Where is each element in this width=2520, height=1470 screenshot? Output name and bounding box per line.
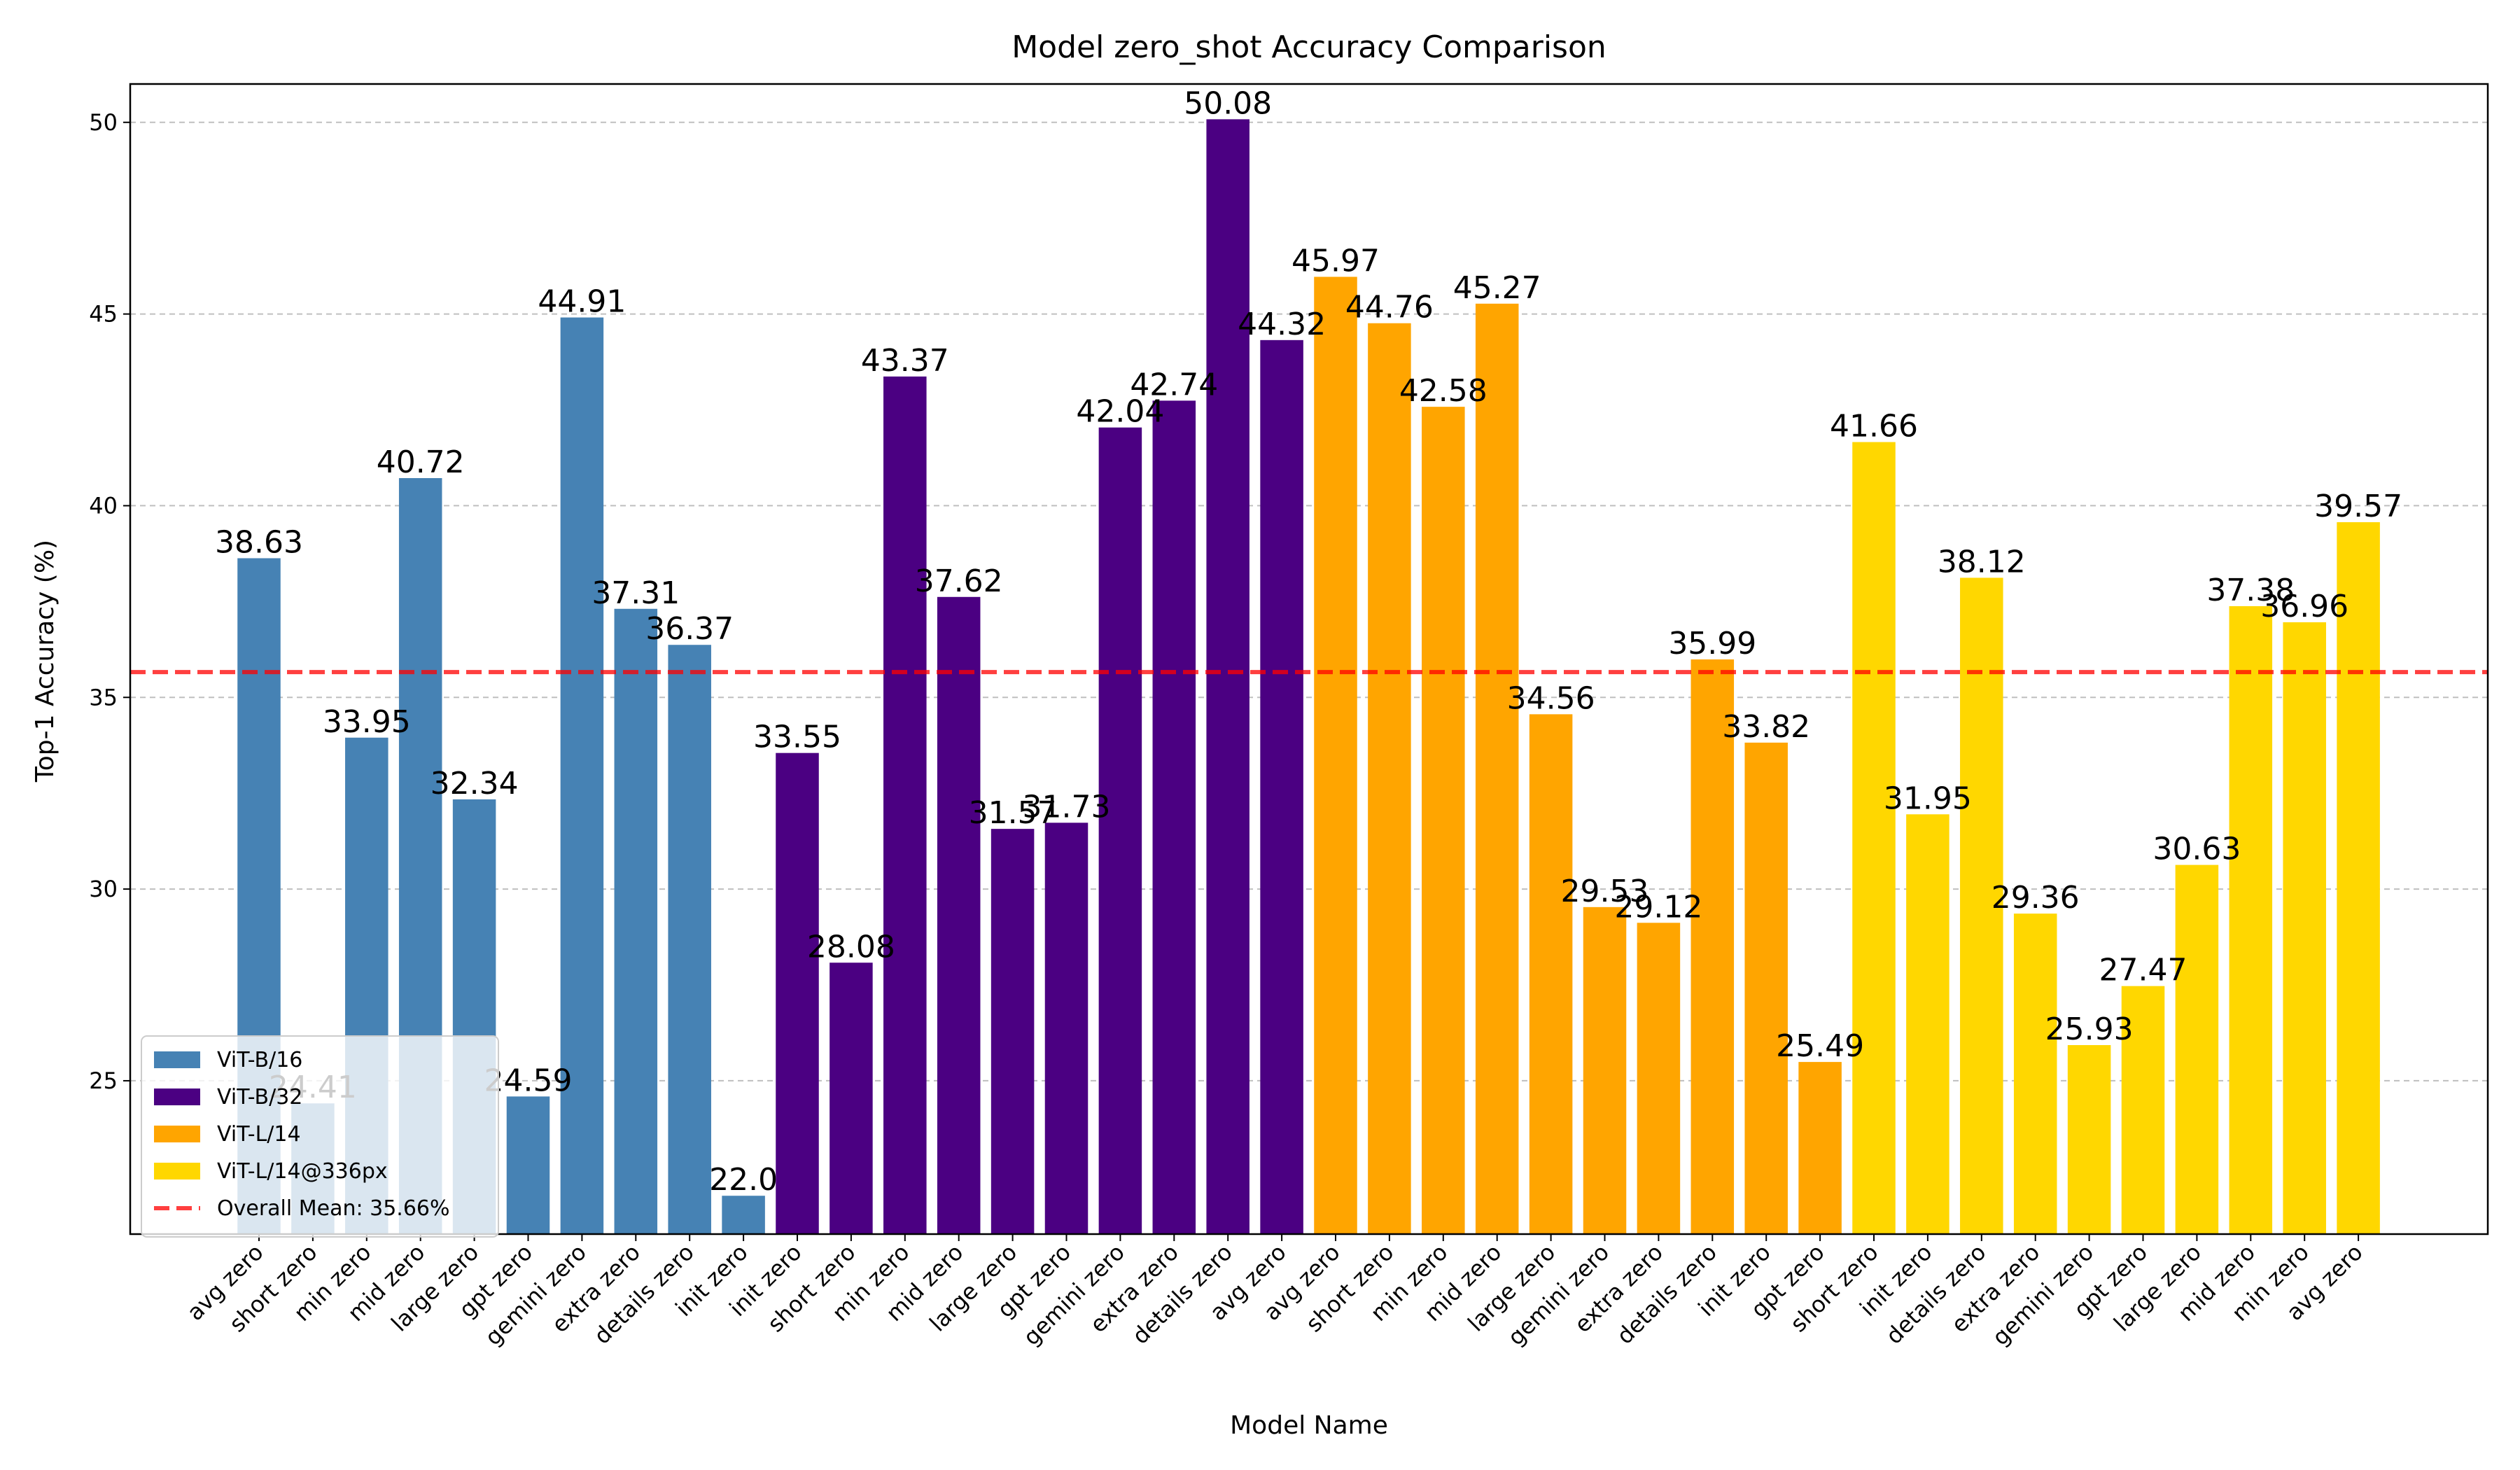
bar <box>1529 714 1573 1234</box>
bar <box>2283 622 2326 1234</box>
value-label: 37.62 <box>915 564 1003 599</box>
value-label: 27.47 <box>2099 953 2188 988</box>
bar <box>1044 822 1088 1234</box>
value-label: 50.08 <box>1184 85 1272 121</box>
bar <box>2337 522 2380 1234</box>
bar <box>560 317 604 1234</box>
chart-title: Model zero_shot Accuracy Comparison <box>1011 29 1606 65</box>
legend-label: ViT-B/32 <box>217 1085 302 1110</box>
value-label: 38.63 <box>215 524 303 560</box>
y-axis-label: Top-1 Accuracy (%) <box>31 540 59 783</box>
bar <box>2013 913 2057 1234</box>
legend-swatch <box>154 1126 200 1142</box>
bar <box>1475 303 1519 1234</box>
bar <box>1960 578 2003 1234</box>
bar <box>1798 1062 1842 1234</box>
value-label: 25.49 <box>1776 1028 1864 1064</box>
legend-label: ViT-L/14 <box>217 1122 301 1147</box>
legend-swatch <box>154 1051 200 1068</box>
bar <box>1583 906 1627 1234</box>
value-label: 36.37 <box>645 611 734 647</box>
bar <box>1906 814 1949 1234</box>
value-label: 45.97 <box>1292 243 1380 279</box>
value-label: 37.31 <box>592 575 680 611</box>
bar <box>883 376 927 1235</box>
value-label: 42.74 <box>1130 367 1218 402</box>
value-label: 31.57 <box>969 795 1057 831</box>
legend-label: Overall Mean: 35.66% <box>217 1196 450 1221</box>
y-tick-label: 50 <box>89 109 118 136</box>
bar <box>1206 119 1250 1234</box>
bar <box>1098 427 1142 1234</box>
value-label: 36.96 <box>2260 589 2348 624</box>
bar <box>2067 1045 2111 1234</box>
value-label: 29.53 <box>1561 874 1649 909</box>
x-axis-label: Model Name <box>1230 1411 1388 1440</box>
bar <box>1422 407 1465 1235</box>
value-label: 29.36 <box>1991 880 2080 916</box>
bar <box>722 1196 765 1234</box>
bar <box>1852 442 1896 1234</box>
bar <box>937 596 981 1234</box>
bar <box>1690 659 1735 1234</box>
value-label: 28.08 <box>807 929 895 965</box>
bar <box>776 752 819 1234</box>
bar <box>1152 400 1196 1234</box>
bar <box>506 1096 550 1234</box>
legend-swatch <box>154 1163 200 1180</box>
value-label: 39.57 <box>2314 489 2402 524</box>
value-label: 45.27 <box>1453 270 1541 306</box>
value-label: 31.95 <box>1884 780 1972 816</box>
value-label: 33.55 <box>753 720 841 755</box>
bar <box>1314 276 1357 1234</box>
value-label: 34.56 <box>1507 680 1595 716</box>
value-label: 37.38 <box>2206 573 2295 608</box>
legend-swatch <box>154 1088 200 1105</box>
bar <box>830 962 873 1234</box>
plot-frame <box>129 83 2489 1236</box>
bar <box>2121 986 2165 1234</box>
bar <box>1744 742 1788 1234</box>
y-tick-label: 40 <box>89 492 118 519</box>
bar <box>2175 864 2219 1234</box>
bar <box>1260 340 1303 1235</box>
value-label: 41.66 <box>1830 409 1918 444</box>
legend-label: ViT-L/14@336px <box>217 1159 388 1184</box>
value-label: 30.63 <box>2152 832 2241 867</box>
value-label: 40.72 <box>377 444 465 480</box>
value-label: 25.93 <box>2045 1011 2134 1047</box>
bar <box>614 608 658 1234</box>
value-label: 44.32 <box>1238 307 1326 342</box>
bar <box>990 829 1035 1234</box>
value-label: 33.82 <box>1722 709 1810 745</box>
value-label: 35.99 <box>1668 626 1756 662</box>
value-label: 44.91 <box>538 284 626 320</box>
y-tick-label: 30 <box>89 876 118 902</box>
value-label: 42.58 <box>1399 373 1488 409</box>
value-label: 44.76 <box>1345 290 1434 326</box>
bar <box>1637 923 1681 1234</box>
value-label: 43.37 <box>861 343 949 379</box>
bar <box>668 645 711 1234</box>
legend-box <box>141 1035 499 1238</box>
y-tick-label: 45 <box>89 301 118 328</box>
y-tick-label: 25 <box>89 1068 118 1094</box>
legend-label: ViT-B/16 <box>217 1048 302 1072</box>
value-label: 42.04 <box>1076 394 1164 430</box>
bar <box>1368 323 1411 1234</box>
value-label: 38.12 <box>1938 544 2026 580</box>
bar <box>2229 606 2273 1234</box>
value-label: 32.34 <box>430 766 519 802</box>
value-label: 29.12 <box>1614 889 1702 925</box>
value-label: 33.95 <box>323 704 411 740</box>
y-tick-label: 35 <box>89 684 118 710</box>
value-label: 31.73 <box>1023 789 1111 825</box>
value-label: 22.0 <box>709 1162 778 1198</box>
